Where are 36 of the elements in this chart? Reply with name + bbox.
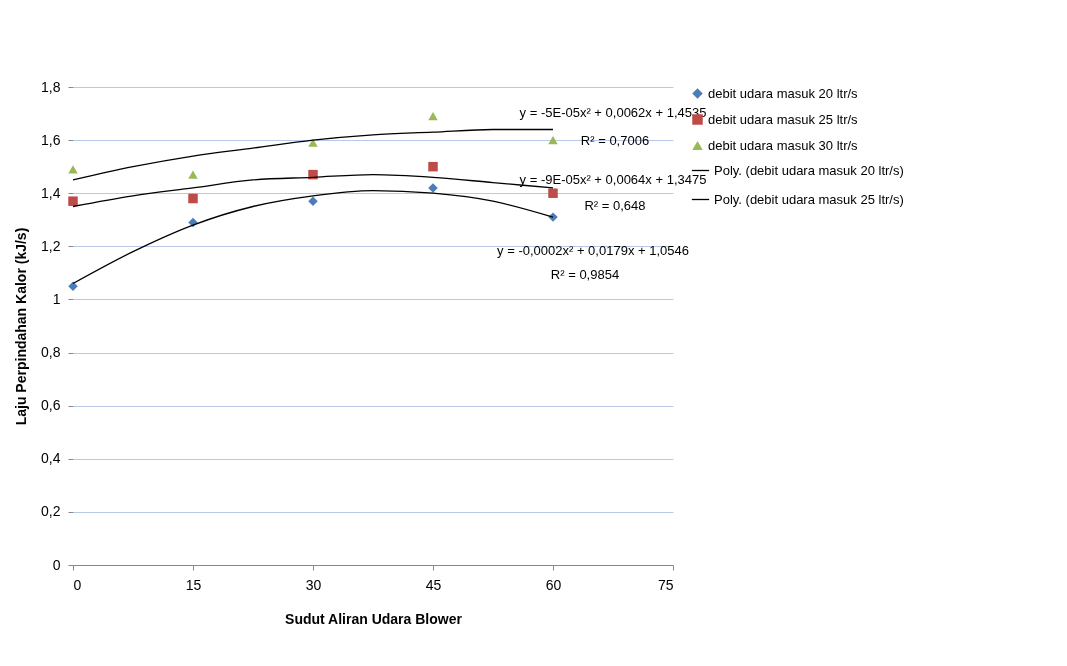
y-axis-title: Laju Perpindahan Kalor (kJ/s)	[13, 227, 30, 426]
point	[308, 138, 318, 147]
y-tick-label: 0	[52, 556, 61, 573]
point	[428, 112, 438, 121]
y-tick-label: 1,4	[41, 184, 61, 201]
y-tick-label: 1,8	[41, 78, 61, 95]
annotation: R² = 0,9854	[550, 267, 620, 283]
point	[68, 196, 78, 206]
x-tick-label: 0	[73, 576, 82, 593]
x-tick-label: 75	[657, 576, 674, 593]
point	[188, 170, 198, 179]
x-axis-title: Sudut Aliran Udara Blower	[285, 610, 463, 627]
y-tick-label: 1,2	[41, 237, 61, 254]
annotation: y = -0,0002x² + 0,0179x + 1,0546	[497, 243, 689, 259]
y-tick-label: 0,2	[41, 503, 61, 520]
x-tick-label: 60	[545, 576, 562, 593]
legend-label: debit udara masuk 20 ltr/s	[708, 85, 859, 101]
y-tick-label: 0,4	[41, 450, 61, 467]
point	[548, 188, 558, 198]
y-tick-label: 1,6	[41, 131, 61, 148]
legend-label: Poly. (debit udara masuk 20 ltr/s)	[714, 162, 904, 178]
x-tick-label: 15	[185, 576, 202, 593]
legend-label: Poly. (debit udara masuk 25 ltr/s)	[714, 191, 904, 207]
annotation: R² = 0,7006	[580, 133, 650, 149]
x-tick-label: 30	[305, 576, 322, 593]
x-tick-label: 45	[425, 576, 442, 593]
y-tick-label: 1	[52, 290, 61, 307]
y-tick-label: 0,8	[41, 344, 61, 361]
annotation: R² = 0,648	[584, 197, 646, 213]
point	[428, 161, 438, 172]
y-tick-label: 0,6	[41, 397, 61, 414]
legend-label: debit udara masuk 30 ltr/s	[708, 137, 859, 153]
point	[548, 136, 558, 145]
point	[188, 193, 198, 204]
legend-label: debit udara masuk 25 ltr/s	[708, 111, 859, 127]
annotation: y = -9E-05x² + 0,0064x + 1,3475	[519, 171, 707, 187]
